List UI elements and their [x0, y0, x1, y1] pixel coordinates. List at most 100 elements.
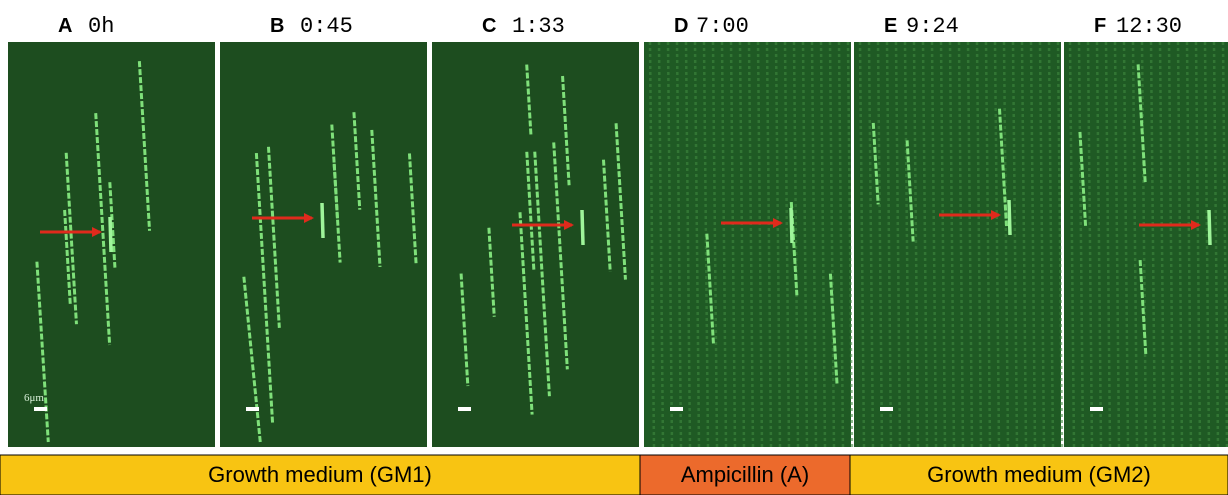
panel-time: 0:45: [300, 14, 353, 39]
filament: [108, 182, 117, 268]
filament: [828, 273, 839, 386]
scale-bar: [1090, 407, 1103, 411]
channel: [1086, 41, 1094, 448]
channel: [921, 41, 929, 448]
channel: [903, 41, 911, 448]
filament: [905, 140, 915, 242]
channel: [828, 41, 836, 448]
channel: [693, 41, 701, 448]
medium-label: Growth medium (GM2): [927, 462, 1151, 487]
filament: [601, 159, 612, 272]
scale-bar: [458, 407, 471, 411]
micrograph-content: [35, 61, 152, 443]
channel: [648, 41, 656, 448]
channel: [1212, 41, 1220, 448]
channel: [819, 41, 827, 448]
filament: [254, 152, 275, 424]
panel-time: 7:00: [696, 14, 749, 39]
filament: [705, 233, 716, 346]
panel-letter: D: [674, 15, 688, 37]
medium-label: Growth medium (GM1): [208, 462, 432, 487]
micrograph-content: [1068, 41, 1228, 448]
channel: [1113, 41, 1121, 448]
filament: [407, 153, 418, 265]
filament: [614, 123, 627, 280]
panel-letter: E: [884, 15, 897, 37]
micrograph-content: [242, 112, 418, 443]
channel: [867, 41, 875, 448]
channel: [1029, 41, 1037, 448]
filament: [997, 108, 1009, 227]
filament: [487, 227, 496, 317]
channel: [738, 41, 746, 448]
channel: [966, 41, 974, 448]
channel: [1167, 41, 1175, 448]
channel: [711, 41, 719, 448]
scale-label: 6μm: [24, 392, 44, 404]
channel: [1011, 41, 1019, 448]
target-cell: [1007, 199, 1012, 236]
channel: [1038, 41, 1046, 448]
micrograph-content: [459, 64, 627, 415]
channel: [765, 41, 773, 448]
target-cell: [320, 202, 325, 239]
micrograph: [220, 42, 427, 447]
panel-letter: F: [1094, 15, 1106, 37]
panels: A 0h B 0:45 C 1:33 D 7:00 E 9:24 F 12:30: [8, 14, 1228, 448]
channel: [1068, 41, 1076, 448]
channel: [846, 41, 854, 448]
filament: [370, 129, 382, 268]
channel: [993, 41, 1001, 448]
channel: [1122, 41, 1130, 448]
filament: [789, 201, 799, 296]
panel-time: 12:30: [1116, 14, 1182, 39]
filament: [64, 152, 78, 325]
target-cell: [108, 216, 113, 253]
scale-bar: [880, 407, 893, 411]
channel: [957, 41, 965, 448]
channel: [720, 41, 728, 448]
channel: [984, 41, 992, 448]
filament: [552, 142, 569, 370]
channel: [930, 41, 938, 448]
channel: [1140, 41, 1148, 448]
channel: [1077, 41, 1085, 448]
filament: [533, 151, 551, 397]
micrograph-content: [648, 41, 854, 448]
panel-time: 9:24: [906, 14, 959, 39]
scale-bar: [246, 407, 259, 411]
channel: [858, 41, 866, 448]
micrograph: [644, 42, 851, 447]
channel: [885, 41, 893, 448]
channel: [1095, 41, 1103, 448]
medium-band: [849, 454, 1228, 495]
channel: [675, 41, 683, 448]
channel: [1221, 41, 1228, 448]
scale-bar: [34, 407, 47, 411]
filament: [525, 151, 536, 271]
channel: [729, 41, 737, 448]
channel: [810, 41, 818, 448]
channel: [912, 41, 920, 448]
channel: [1158, 41, 1166, 448]
filament: [518, 212, 534, 415]
filament: [459, 273, 470, 387]
filament: [561, 75, 571, 186]
target-cell: [580, 209, 585, 246]
channel: [666, 41, 674, 448]
filament: [1136, 64, 1147, 184]
channel: [1002, 41, 1010, 448]
panel-time: 1:33: [512, 14, 565, 39]
scale-bar: [670, 407, 683, 411]
filament: [352, 112, 362, 210]
filament: [35, 261, 50, 443]
channel: [756, 41, 764, 448]
channel: [684, 41, 692, 448]
channel: [939, 41, 947, 448]
channel: [657, 41, 665, 448]
channel: [1020, 41, 1028, 448]
channel: [1176, 41, 1184, 448]
panel-letter: B: [270, 15, 284, 37]
channel: [792, 41, 800, 448]
channel: [837, 41, 845, 448]
